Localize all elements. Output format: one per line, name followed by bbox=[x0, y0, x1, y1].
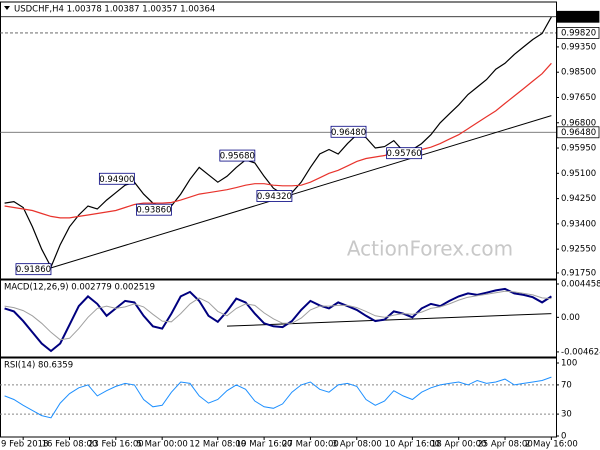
y-tick-label: 0.94250 bbox=[561, 194, 596, 204]
series-line bbox=[4, 376, 552, 419]
x-tick-label: 27 Mar 00:00 bbox=[282, 440, 339, 450]
annotation-box bbox=[219, 149, 256, 162]
y-tick-label: 0.95950 bbox=[561, 144, 596, 154]
x-tick-label: 16 Feb 08:00 bbox=[42, 440, 98, 450]
annotation-box bbox=[386, 147, 423, 160]
x-tick-label: 23 Feb 16:00 bbox=[88, 440, 144, 450]
panel-frame bbox=[0, 357, 557, 438]
panel-frame bbox=[0, 1, 557, 280]
annotation-box bbox=[136, 203, 172, 216]
menu-icon bbox=[4, 6, 10, 10]
series-line bbox=[4, 290, 552, 341]
price-label: 0.99820 bbox=[561, 28, 596, 38]
price-label-box bbox=[556, 10, 600, 23]
x-tick-label: 19 Mar 16:00 bbox=[236, 440, 293, 450]
y-tick-label: 30 bbox=[561, 410, 572, 420]
y-tick-label: 70 bbox=[561, 380, 572, 390]
y-tick-label: 0.00 bbox=[561, 313, 580, 323]
y-tick-label: -0.004624 bbox=[561, 347, 600, 357]
y-tick-label: 0.99350 bbox=[561, 42, 596, 52]
panel-title: USDCHF,H4 1.00378 1.00387 1.00357 1.0036… bbox=[14, 5, 215, 15]
y-tick-label: 0.004458 bbox=[561, 280, 600, 290]
y-tick-label: 100 bbox=[561, 359, 577, 369]
trendline bbox=[227, 313, 552, 327]
annotation-label: 0.94900 bbox=[99, 175, 134, 185]
price-label-box bbox=[556, 27, 600, 39]
series-line bbox=[4, 287, 552, 353]
x-tick-label: 12 Mar 08:00 bbox=[189, 440, 246, 450]
annotation-label: 0.95760 bbox=[387, 149, 422, 159]
trendline bbox=[50, 115, 552, 269]
panel-frame bbox=[0, 279, 557, 358]
annotation-label: 0.96480 bbox=[331, 128, 366, 138]
annotation-label: 0.95680 bbox=[220, 152, 255, 162]
y-tick-label: 0.97650 bbox=[561, 93, 596, 103]
annotation-label: 0.93860 bbox=[136, 206, 171, 216]
annotation-label: 0.94320 bbox=[257, 192, 292, 202]
annotation-box bbox=[256, 190, 293, 202]
series-line bbox=[4, 16, 552, 269]
watermark: ActionForex.com bbox=[347, 237, 513, 261]
x-tick-label: 9 Feb 2018 bbox=[1, 440, 49, 450]
panel-title: MACD(12,26,9) 0.002779 0.002519 bbox=[4, 283, 155, 293]
price-label-box bbox=[556, 126, 600, 139]
y-tick-label: 0 bbox=[561, 432, 566, 442]
x-tick-label: 3 Apr 08:00 bbox=[332, 440, 382, 450]
y-tick-label: 0.92550 bbox=[561, 245, 596, 255]
series-line bbox=[4, 62, 552, 219]
x-tick-label: 25 Apr 08:00 bbox=[477, 440, 532, 450]
y-tick-label: 0.95100 bbox=[561, 169, 596, 179]
panel-title: RSI(14) 80.6359 bbox=[4, 361, 73, 371]
price-label: 0.96480 bbox=[561, 128, 596, 138]
y-tick-label: 0.96800 bbox=[561, 118, 596, 128]
y-tick-label: 0.91750 bbox=[561, 268, 596, 278]
annotation-box bbox=[330, 125, 367, 138]
y-tick-label: 0.93400 bbox=[561, 219, 596, 229]
x-tick-label: 5 Mar 00:00 bbox=[136, 440, 187, 450]
y-tick-label: 0.98500 bbox=[561, 68, 596, 78]
annotation-box bbox=[15, 263, 52, 276]
x-tick-label: 2 May 16:00 bbox=[525, 440, 578, 450]
x-tick-label: 18 Apr 00:00 bbox=[431, 440, 486, 450]
annotation-box bbox=[98, 172, 135, 185]
annotation-label: 0.91860 bbox=[16, 265, 51, 275]
price-label: 1.00364 bbox=[561, 12, 596, 22]
x-tick-label: 10 Apr 16:00 bbox=[385, 440, 440, 450]
